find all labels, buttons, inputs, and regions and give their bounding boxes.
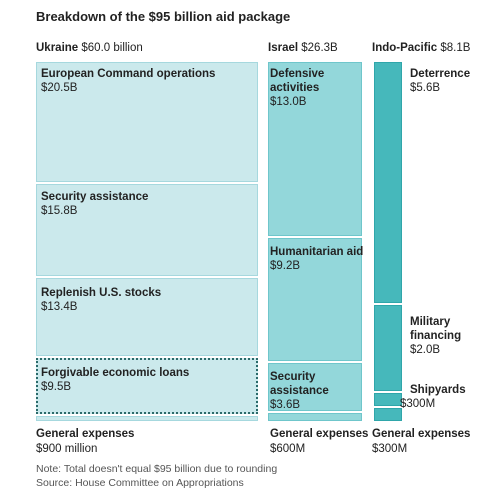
ukraine-block-security-assistance <box>36 183 258 276</box>
ukraine-european-command-label: European Command operations $20.5B <box>41 67 215 95</box>
indo-pacific-deterrence-label: Deterrence $5.6B <box>410 67 470 95</box>
item-value: $600M <box>270 443 306 455</box>
item-name: General expenses <box>372 428 471 440</box>
ukraine-header: Ukraine $60.0 billion <box>36 42 143 54</box>
indo-pacific-name: Indo-Pacific <box>372 42 438 54</box>
ukraine-replenish-stocks-label: Replenish U.S. stocks $13.4B <box>41 286 161 314</box>
israel-defensive-activities-label: Defensive activities $13.0B <box>270 67 324 109</box>
item-name: General expenses <box>36 428 135 440</box>
item-name-line1: Security <box>270 371 316 383</box>
indo-pacific-military-financing-label: Military financing $2.0B <box>410 315 461 357</box>
ukraine-block-forgivable-loans <box>36 358 258 414</box>
ukraine-block-general-expenses <box>36 415 258 421</box>
item-value: $13.4B <box>41 301 78 313</box>
ukraine-security-assistance-label: Security assistance $15.8B <box>41 190 148 218</box>
source-note: Source: House Committee on Appropriation… <box>36 477 244 489</box>
item-value: $20.5B <box>41 82 78 94</box>
israel-name: Israel <box>268 42 299 54</box>
ukraine-forgivable-loans-label: Forgivable economic loans $9.5B <box>41 366 189 394</box>
item-value: $300M <box>400 398 436 410</box>
item-value: $9.5B <box>41 381 72 393</box>
israel-total: $26.3B <box>301 42 338 54</box>
item-name: European Command operations <box>41 68 216 80</box>
indo-pacific-shipyards-label: Shipyards $300M <box>400 383 466 411</box>
indo-pacific-header: Indo-Pacific $8.1B <box>372 42 470 54</box>
israel-header: Israel $26.3B <box>268 42 338 54</box>
item-value: $2.0B <box>410 344 441 356</box>
indo-pacific-block-general-expenses <box>374 408 402 421</box>
israel-block-defensive-activities <box>268 62 362 236</box>
item-value: $5.6B <box>410 82 441 94</box>
indo-pacific-general-expenses-label: General expenses $300M <box>372 427 470 457</box>
ukraine-total: $60.0 billion <box>81 42 143 54</box>
item-value: $13.0B <box>270 96 307 108</box>
item-name-line2: financing <box>410 330 462 342</box>
chart-title: Breakdown of the $95 billion aid package <box>36 9 291 24</box>
item-name: Humanitarian aid <box>270 246 364 258</box>
item-name: Shipyards <box>410 384 466 396</box>
item-name: Forgivable economic loans <box>41 367 190 379</box>
item-value: $300M <box>372 443 408 455</box>
item-name-line2: activities <box>270 82 320 94</box>
item-value: $15.8B <box>41 205 78 217</box>
israel-block-general-expenses <box>268 412 362 421</box>
israel-security-assistance-label: Security assistance $3.6B <box>270 370 329 412</box>
item-name: Security assistance <box>41 191 149 203</box>
footnote: Note: Total doesn't equal $95 billion du… <box>36 463 278 475</box>
israel-block-security-assistance <box>268 362 362 411</box>
indo-pacific-block-military-financing <box>374 305 402 392</box>
item-value: $9.2B <box>270 260 301 272</box>
indo-pacific-block-deterrence <box>374 62 402 304</box>
indo-pacific-total: $8.1B <box>440 42 471 54</box>
indo-pacific-block-shipyards <box>374 393 402 407</box>
item-value: $900 million <box>36 443 98 455</box>
israel-humanitarian-aid-label: Humanitarian aid $9.2B <box>270 245 363 273</box>
israel-block-humanitarian-aid <box>268 237 362 361</box>
israel-general-expenses-label: General expenses $600M <box>270 427 368 457</box>
ukraine-block-european-command <box>36 62 258 182</box>
item-name: Deterrence <box>410 68 471 80</box>
ukraine-general-expenses-label: General expenses $900 million <box>36 427 134 457</box>
item-name: General expenses <box>270 428 369 440</box>
ukraine-block-replenish-stocks <box>36 278 258 357</box>
item-name-line1: Military <box>410 316 451 328</box>
item-name: Replenish U.S. stocks <box>41 287 162 299</box>
ukraine-name: Ukraine <box>36 42 79 54</box>
item-value: $3.6B <box>270 399 301 411</box>
item-name-line1: Defensive <box>270 68 325 80</box>
item-name-line2: assistance <box>270 385 329 397</box>
